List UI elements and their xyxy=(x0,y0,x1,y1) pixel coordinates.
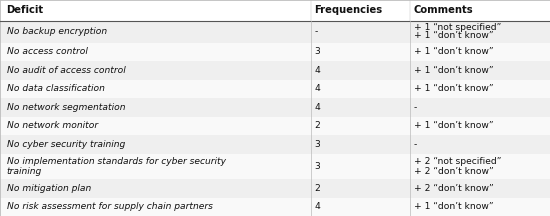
Text: 2: 2 xyxy=(315,184,321,193)
Text: No cyber security training: No cyber security training xyxy=(7,140,125,149)
Bar xyxy=(0,43,550,61)
Text: No network segmentation: No network segmentation xyxy=(7,103,125,112)
Text: No risk assessment for supply chain partners: No risk assessment for supply chain part… xyxy=(7,202,212,211)
Bar xyxy=(0,154,550,179)
Text: No backup encryption: No backup encryption xyxy=(7,27,107,36)
Bar xyxy=(0,21,550,43)
Bar xyxy=(0,61,550,80)
Text: 3: 3 xyxy=(315,140,320,149)
Text: + 1 “don’t know”: + 1 “don’t know” xyxy=(414,202,493,211)
Text: No implementation standards for cyber security: No implementation standards for cyber se… xyxy=(7,157,225,166)
Text: No access control: No access control xyxy=(7,48,87,56)
Text: 4: 4 xyxy=(315,103,321,112)
Text: + 1 “don’t know”: + 1 “don’t know” xyxy=(414,32,493,40)
Text: No data classification: No data classification xyxy=(7,84,104,94)
Text: + 2 “don’t know”: + 2 “don’t know” xyxy=(414,167,493,176)
Text: + 1 “not specified”: + 1 “not specified” xyxy=(414,23,501,32)
Text: 3: 3 xyxy=(315,48,320,56)
Text: -: - xyxy=(414,140,417,149)
Text: No network monitor: No network monitor xyxy=(7,121,98,130)
Text: Deficit: Deficit xyxy=(7,5,44,15)
Bar xyxy=(0,117,550,135)
Text: training: training xyxy=(7,167,42,176)
Text: 2: 2 xyxy=(315,121,321,130)
Text: No mitigation plan: No mitigation plan xyxy=(7,184,91,193)
Text: -: - xyxy=(315,27,318,36)
Text: -: - xyxy=(414,103,417,112)
Text: + 1 “don’t know”: + 1 “don’t know” xyxy=(414,84,493,94)
Bar xyxy=(0,197,550,216)
Text: + 2 “not specified”: + 2 “not specified” xyxy=(414,157,501,166)
Text: 4: 4 xyxy=(315,202,321,211)
Text: 4: 4 xyxy=(315,66,321,75)
Bar xyxy=(0,98,550,117)
Text: + 1 “don’t know”: + 1 “don’t know” xyxy=(414,66,493,75)
Bar xyxy=(0,179,550,197)
Text: Comments: Comments xyxy=(414,5,473,15)
Text: + 1 “don’t know”: + 1 “don’t know” xyxy=(414,48,493,56)
Bar xyxy=(0,0,550,21)
Text: + 1 “don’t know”: + 1 “don’t know” xyxy=(414,121,493,130)
Text: 4: 4 xyxy=(315,84,321,94)
Text: 3: 3 xyxy=(315,162,320,171)
Bar xyxy=(0,135,550,154)
Text: + 2 “don’t know”: + 2 “don’t know” xyxy=(414,184,493,193)
Text: Frequencies: Frequencies xyxy=(315,5,383,15)
Text: No audit of access control: No audit of access control xyxy=(7,66,125,75)
Bar xyxy=(0,80,550,98)
